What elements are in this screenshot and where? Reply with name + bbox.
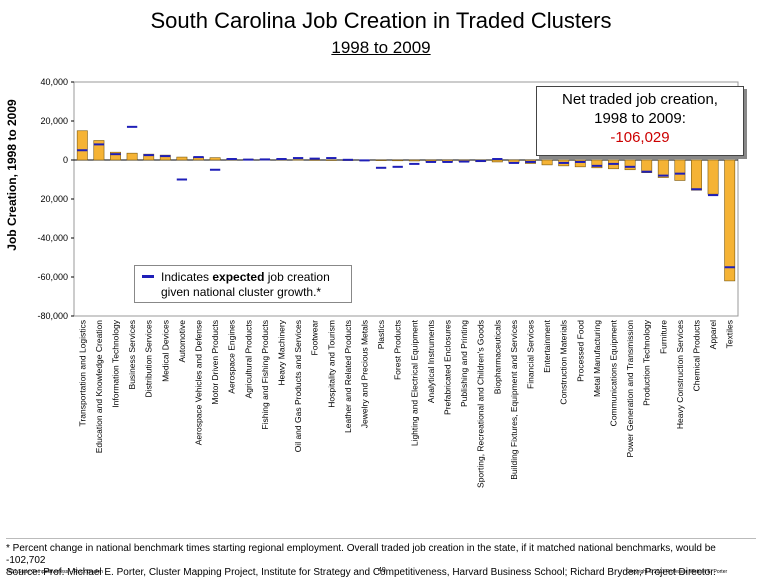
x-tick-label: Transportation and Logistics <box>77 320 87 426</box>
legend-line-2: given national cluster growth.* <box>161 285 322 299</box>
chart-subtitle: 1998 to 2009 <box>331 38 431 57</box>
x-tick-label: Power Generation and Transmission <box>625 320 635 458</box>
bar <box>491 159 503 163</box>
x-tick-label: Furniture <box>658 320 668 354</box>
x-tick-label: Biopharmaceuticals <box>492 320 502 394</box>
bar <box>541 159 553 166</box>
bar <box>93 140 105 161</box>
bar <box>707 159 719 195</box>
bar <box>292 159 304 161</box>
x-tick-label: Heavy Machinery <box>277 319 287 385</box>
x-tick-label: Sporting, Recreational and Children's Go… <box>476 320 486 488</box>
legend: Indicates expected job creation given na… <box>134 265 352 303</box>
net-job-creation-callout: Net traded job creation, 1998 to 2009: -… <box>536 86 744 156</box>
bar <box>76 130 88 161</box>
x-tick-label: Analytical Instruments <box>426 320 436 403</box>
x-tick-label: Agricultural Products <box>243 320 253 398</box>
bar <box>209 157 221 161</box>
x-tick-label: Automotive <box>177 320 187 363</box>
y-tick-label: 20,000 <box>40 194 68 204</box>
legend-line-1: Indicates expected job creation <box>161 270 347 285</box>
bar <box>624 159 636 171</box>
x-tick-label: Forest Products <box>393 320 403 380</box>
x-tick-label: Hospitality and Tourism <box>326 320 336 408</box>
bar <box>375 159 387 161</box>
bar <box>657 159 669 178</box>
footnote-line-1: * Percent change in national benchmark t… <box>6 543 716 566</box>
y-tick-label: -40,000 <box>37 233 68 243</box>
x-tick-label: Aerospace Engines <box>227 320 237 394</box>
x-tick-label: Aerospace Vehicles and Defense <box>194 320 204 445</box>
y-tick-label: 0 <box>63 155 68 165</box>
x-tick-label: Business Services <box>127 320 137 389</box>
bar <box>674 159 686 181</box>
x-tick-label: Distribution Services <box>144 320 154 397</box>
bar <box>691 159 702 191</box>
x-tick-label: Publishing and Printing <box>459 320 469 407</box>
bar <box>176 156 188 161</box>
footnote-line-2: Source: Prof. Michael E. Porter, Cluster… <box>6 567 716 578</box>
x-tick-label: Production Technology <box>642 319 652 406</box>
callout-value: -106,029 <box>610 129 670 146</box>
legend-text-after: job creation <box>264 270 330 284</box>
legend-text-before: Indicates <box>161 270 213 284</box>
x-tick-label: Communications Equipment <box>609 319 619 426</box>
footer-copyright: Copyright © 2011 Professor Michael E. Po… <box>626 569 728 575</box>
bar <box>126 152 138 161</box>
x-tick-label: Oil and Gas Products and Services <box>293 320 303 452</box>
y-tick-label: 20,000 <box>40 116 68 126</box>
chart-title: South Carolina Job Creation in Traded Cl… <box>150 8 612 33</box>
legend-text-bold: expected <box>212 270 265 284</box>
x-tick-label: Footwear <box>310 320 320 356</box>
x-tick-label: Chemical Products <box>692 320 702 391</box>
y-tick-label: -80,000 <box>37 311 68 321</box>
x-tick-label: Information Technology <box>111 319 121 407</box>
x-tick-label: Entertainment <box>542 319 552 373</box>
footer-left: 2011 State Competitiveness -- Rock Bryde… <box>6 569 103 575</box>
x-tick-label: Financial Services <box>526 320 536 389</box>
bar <box>392 159 404 162</box>
x-tick-label: Processed Food <box>575 320 585 382</box>
x-tick-label: Motor Driven Products <box>210 320 220 405</box>
x-tick-label: Prefabricated Enclosures <box>443 320 453 415</box>
footnote: * Percent change in national benchmark t… <box>6 543 758 579</box>
x-tick-label: Education and Knowledge Creation <box>94 320 104 454</box>
x-tick-label: Plastics <box>376 320 386 349</box>
y-tick-label: -60,000 <box>37 272 68 282</box>
bar <box>724 159 736 282</box>
x-tick-label: Metal Manufacturing <box>592 320 602 397</box>
x-tick-label: Heavy Construction Services <box>675 320 685 429</box>
bar <box>591 159 603 169</box>
callout-line-2: 1998 to 2009: <box>594 110 686 127</box>
bar <box>408 159 420 162</box>
x-tick-label: Building Fixtures, Equipment and Service… <box>509 320 519 480</box>
bar <box>309 159 321 161</box>
x-tick-label: Medical Devices <box>160 320 170 382</box>
x-tick-label: Jewelry and Precious Metals <box>360 320 370 428</box>
bar-chart: 40,000 20,000 0 20,000 -40,000 -60,000 -80,000… <box>37 77 739 488</box>
x-tick-label: Lighting and Electrical Equipment <box>409 319 419 446</box>
expected-marker-swatch <box>142 275 154 278</box>
x-tick-label: Apparel <box>708 320 718 349</box>
page-number: 49 <box>378 567 386 574</box>
x-tick-label: Fishing and Fishing Products <box>260 320 270 430</box>
bar <box>574 159 586 168</box>
callout-line-1: Net traded job creation, <box>562 91 718 108</box>
y-tick-label: 40,000 <box>40 77 68 87</box>
bar <box>325 159 337 161</box>
bar <box>110 151 121 161</box>
x-tick-label: Textiles <box>725 320 735 348</box>
x-tick-label: Construction Materials <box>559 320 569 405</box>
x-tick-label: Leather and Related Products <box>343 320 353 433</box>
footnote-divider <box>6 538 756 539</box>
